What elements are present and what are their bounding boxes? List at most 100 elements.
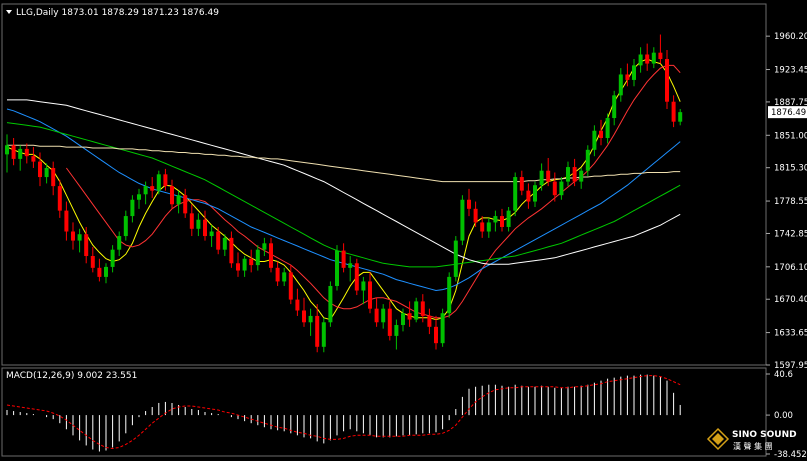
candle xyxy=(24,143,29,164)
candle xyxy=(130,195,135,223)
candle xyxy=(559,177,564,200)
candle xyxy=(539,163,544,191)
candle xyxy=(394,319,399,350)
candle xyxy=(288,265,293,305)
candle xyxy=(665,49,669,109)
candle xyxy=(57,179,62,218)
candle xyxy=(216,226,221,255)
ma120-line xyxy=(7,99,681,265)
macd-signal-line xyxy=(6,375,681,450)
macd-header: MACD(12,26,9) 9.002 23.551 xyxy=(6,371,137,381)
candle xyxy=(117,231,122,257)
candle xyxy=(467,188,471,217)
logo-subtext: 漢 聲 集 團 xyxy=(733,441,773,451)
ma10-line xyxy=(65,64,681,319)
candle xyxy=(315,304,320,353)
candle xyxy=(170,179,174,209)
candle xyxy=(651,47,656,69)
candle xyxy=(31,147,36,168)
candle xyxy=(361,276,366,305)
macd-tick-label: 0.00 xyxy=(774,411,793,421)
candle xyxy=(678,108,683,126)
candle xyxy=(229,231,234,268)
candle xyxy=(255,245,260,271)
candle xyxy=(401,308,405,332)
candle xyxy=(249,249,254,273)
candle xyxy=(566,161,570,187)
candlestick-series xyxy=(5,34,683,353)
candle xyxy=(269,237,273,273)
price-tick-label: 1778.55 xyxy=(774,197,807,207)
candle xyxy=(638,47,643,73)
candle xyxy=(163,168,168,191)
candle xyxy=(645,43,650,71)
candle xyxy=(599,119,603,146)
candle xyxy=(381,304,386,329)
macd-panel xyxy=(6,374,681,452)
candle xyxy=(222,234,227,257)
price-tick-label: 1742.85 xyxy=(774,229,807,239)
candle xyxy=(308,308,313,336)
candle xyxy=(137,188,141,209)
candle xyxy=(143,181,148,205)
candle xyxy=(427,308,432,335)
candle xyxy=(295,288,300,316)
candle xyxy=(460,195,465,246)
logo-text: SINO SOUND xyxy=(732,430,797,440)
candle xyxy=(572,158,577,187)
candle xyxy=(585,145,590,177)
candle xyxy=(242,256,247,277)
candle xyxy=(546,157,551,187)
candle xyxy=(420,294,425,323)
candle xyxy=(368,272,372,314)
candle xyxy=(625,63,630,87)
candle xyxy=(341,243,346,273)
candle xyxy=(473,201,478,227)
macd-tick-label: -38.452 xyxy=(774,450,807,460)
candle xyxy=(480,216,485,238)
candle xyxy=(447,272,452,318)
candle xyxy=(618,68,623,102)
candle xyxy=(156,170,161,195)
price-tick-label: 1815.30 xyxy=(774,164,807,174)
candle xyxy=(579,167,584,189)
candle xyxy=(328,281,333,327)
candle xyxy=(189,204,194,237)
candle xyxy=(209,225,214,247)
price-tick-label: 1633.65 xyxy=(774,329,807,339)
candle xyxy=(519,170,524,196)
diamond-logo-icon xyxy=(706,427,730,451)
candle xyxy=(387,301,392,341)
candle xyxy=(183,188,188,218)
candle xyxy=(440,308,445,347)
candle xyxy=(335,245,339,291)
candle xyxy=(150,177,155,198)
price-tick-label: 1706.10 xyxy=(774,263,807,273)
candle xyxy=(500,208,504,232)
chart-header: LLG,Daily 1873.01 1878.29 1871.23 1876.4… xyxy=(16,8,219,18)
triangle-down-icon[interactable] xyxy=(6,10,12,14)
candle xyxy=(526,183,531,209)
candle xyxy=(552,172,557,202)
macd-tick-label: 40.6 xyxy=(774,370,793,380)
candle xyxy=(196,213,201,237)
candle xyxy=(513,172,518,217)
candle xyxy=(374,297,379,327)
candle xyxy=(97,258,102,282)
price-tick-label: 1851.00 xyxy=(774,131,807,141)
candle xyxy=(354,258,359,296)
candle xyxy=(282,267,287,286)
candle xyxy=(38,152,42,187)
candle xyxy=(632,59,636,87)
price-tick-label: 1887.75 xyxy=(774,98,807,108)
candle xyxy=(236,252,240,277)
candle xyxy=(64,201,69,241)
candle xyxy=(176,190,181,214)
chart-grid xyxy=(1,3,767,457)
candle xyxy=(123,210,128,241)
candle xyxy=(77,228,82,253)
price-tick-label: 1597.95 xyxy=(774,361,807,371)
candle xyxy=(18,145,23,171)
candle xyxy=(51,161,56,196)
candle xyxy=(414,297,419,323)
